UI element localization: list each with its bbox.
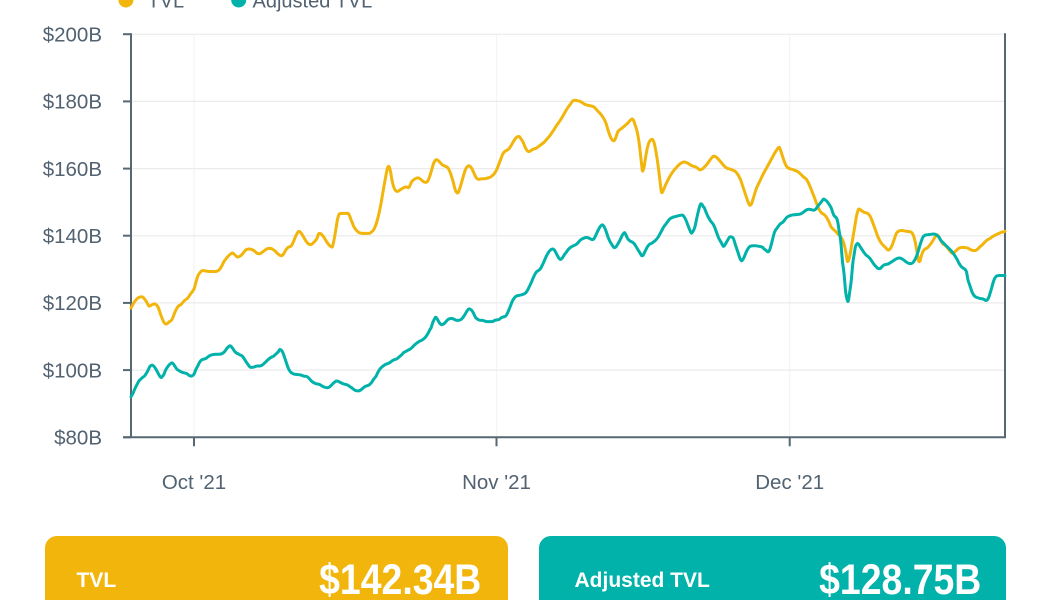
svg-text:Oct '21: Oct '21 <box>162 471 226 494</box>
svg-text:Adjusted TVL: Adjusted TVL <box>253 0 373 13</box>
svg-text:$120B: $120B <box>43 292 102 315</box>
svg-text:$80B: $80B <box>54 427 102 450</box>
svg-text:Nov '21: Nov '21 <box>462 471 531 494</box>
svg-text:Dec '21: Dec '21 <box>755 471 824 494</box>
svg-text:$100B: $100B <box>43 359 102 382</box>
svg-text:TVL: TVL <box>148 0 185 13</box>
svg-text:$160B: $160B <box>43 158 102 181</box>
svg-text:$140B: $140B <box>43 225 102 248</box>
svg-text:$200B: $200B <box>43 23 102 46</box>
svg-text:$180B: $180B <box>43 91 102 114</box>
